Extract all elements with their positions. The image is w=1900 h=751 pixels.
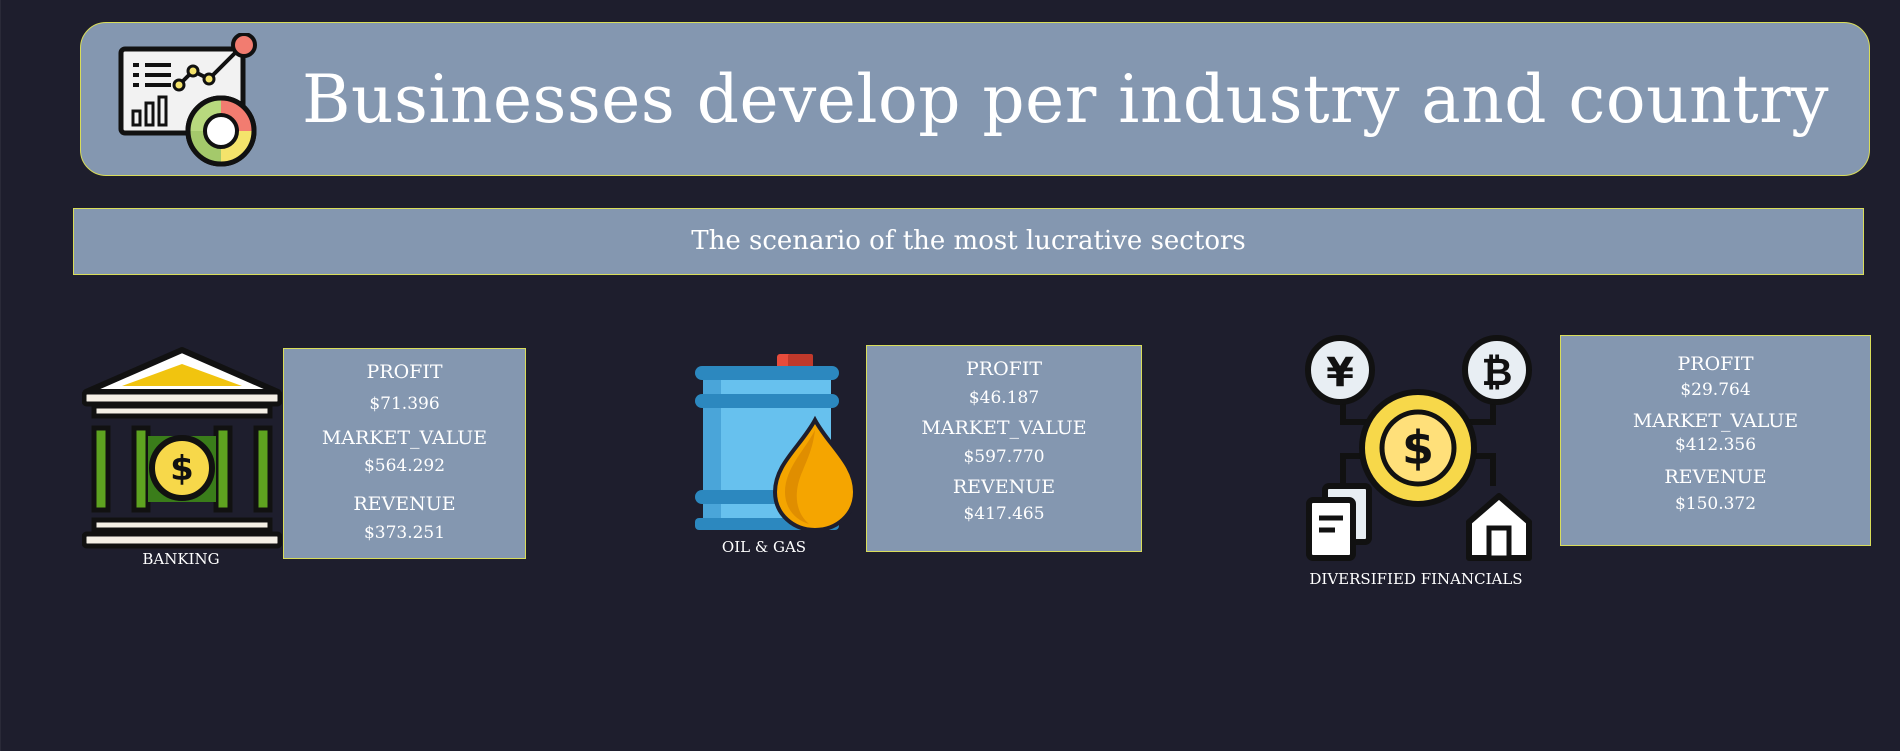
financial-network-icon: ¥ ₿ $ [1305, 335, 1532, 561]
svg-text:$: $ [170, 449, 194, 489]
market-value-value: $597.770 [963, 447, 1045, 467]
profit-label: PROFIT [965, 358, 1043, 380]
subtitle-banner: The scenario of the most lucrative secto… [73, 208, 1864, 275]
market-value-value: $564.292 [363, 456, 446, 476]
market-value-label: MARKET_VALUE [321, 427, 488, 449]
market-value-label: MARKET_VALUE [921, 417, 1087, 439]
profit-label: PROFIT [366, 361, 443, 383]
svg-text:₿: ₿ [1482, 350, 1513, 394]
stat-card-oil-gas: PROFIT $46.187 MARKET_VALUE $597.770 REV… [866, 345, 1142, 552]
sector-name-diversified-financials: DIVERSIFIED FINANCIALS [1309, 570, 1523, 588]
profit-value: $71.396 [369, 394, 440, 414]
profit-value: $29.764 [1680, 380, 1751, 400]
revenue-label: REVENUE [1664, 466, 1767, 488]
revenue-value: $417.465 [963, 504, 1045, 524]
bank-icon: $ [82, 347, 282, 549]
title-banner: Businesses develop per industry and coun… [80, 22, 1870, 176]
profit-value: $46.187 [968, 388, 1040, 408]
svg-text:¥: ¥ [1326, 350, 1354, 396]
profit-label: PROFIT [1677, 353, 1754, 375]
revenue-value: $373.251 [363, 523, 446, 543]
svg-text:$: $ [1402, 421, 1434, 475]
sector-name-oil-gas: OIL & GAS [721, 538, 807, 556]
analytics-dashboard-icon [118, 33, 257, 167]
stat-card-diversified-financials: PROFIT $29.764 MARKET_VALUE $412.356 REV… [1560, 335, 1871, 546]
page-title: Businesses develop per industry and coun… [302, 61, 1829, 138]
sector-name-banking: BANKING [142, 550, 220, 568]
revenue-label: REVENUE [353, 493, 456, 515]
stat-card-banking: PROFIT $71.396 MARKET_VALUE $564.292 REV… [283, 348, 526, 559]
market-value-label: MARKET_VALUE [1632, 410, 1799, 432]
market-value-value: $412.356 [1674, 435, 1757, 455]
revenue-value: $150.372 [1674, 494, 1757, 514]
oil-barrel-icon [695, 354, 856, 530]
revenue-label: REVENUE [952, 476, 1056, 498]
